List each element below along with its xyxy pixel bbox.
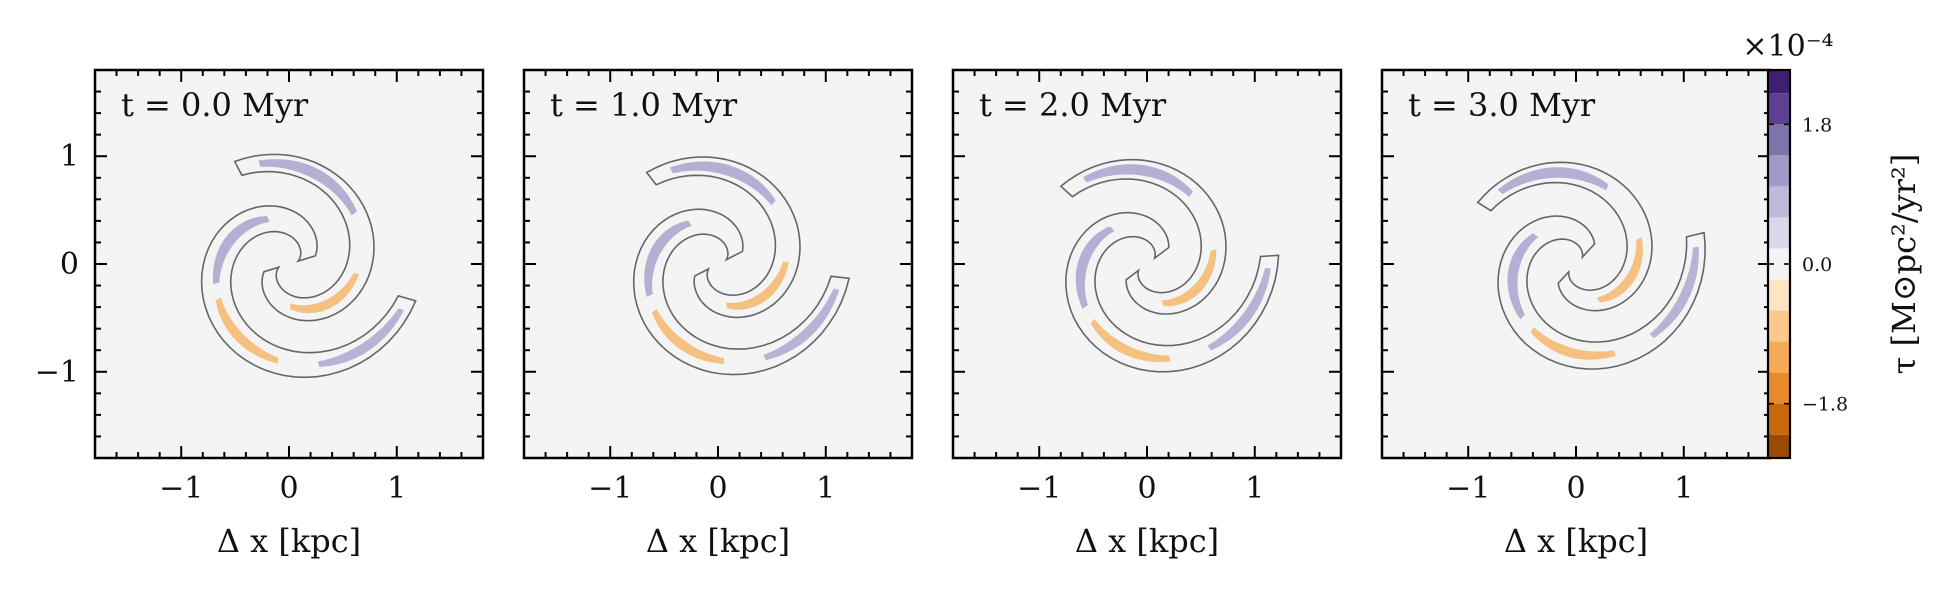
density-field [1059,158,1280,373]
colorbar-label: τ [M⊙pc²/yr²] [1885,154,1923,375]
colorbar-band [1768,186,1790,218]
panel-2: −1 0 1 Δ x [kpc] t = 2.0 Myr [951,68,1343,560]
colorbar-tick-label: 0.0 [1802,254,1832,276]
colorbar-tick-label: −1.8 [1802,394,1848,416]
x-tick-label: 0 [1137,471,1156,506]
colorbar-multiplier: ×10⁻⁴ [1742,29,1833,64]
positive-torque-region [1082,164,1193,197]
positive-torque-region [763,288,840,361]
panel-time-label: t = 1.0 Myr [550,86,738,124]
negative-torque-region [652,308,725,364]
x-tick-label: 1 [1674,471,1693,506]
panel-time-label: t = 2.0 Myr [979,86,1167,124]
negative-torque-region [1596,237,1643,303]
panel-background [95,70,483,458]
negative-torque-region [215,297,279,364]
density-field [1476,161,1706,370]
y-tick-label: 0 [60,247,79,282]
positive-torque-region [1507,233,1539,320]
colorbar-tick-label: 1.8 [1802,114,1832,136]
x-tick-label: 1 [1245,471,1264,506]
negative-torque-region [1161,249,1217,307]
panel-background [524,70,912,458]
y-tick-label: −1 [35,355,79,390]
contour-inner-arm [233,153,375,322]
x-axis-label: Δ x [kpc] [1504,522,1648,560]
colorbar-band [1768,155,1790,187]
x-tick-label: 1 [816,471,835,506]
colorbar-band [1768,372,1790,404]
x-axis-label: Δ x [kpc] [646,522,790,560]
contour-inner-arm [1476,161,1653,312]
positive-torque-region [644,220,692,297]
contour-inner-arm [645,156,801,319]
panel-1: −1 0 1 Δ x [kpc] t = 1.0 Myr [522,68,914,560]
positive-torque-region [1207,268,1271,351]
negative-torque-region [290,273,360,314]
x-axis-label: Δ x [kpc] [1075,522,1219,560]
x-tick-label: 1 [387,471,406,506]
panel-3: −1 0 1 Δ x [kpc] t = 3.0 Myr [1380,68,1772,560]
negative-torque-region [726,261,789,310]
colorbar-band [1768,124,1790,156]
x-tick-label: −1 [159,471,203,506]
colorbar-band [1768,248,1790,280]
x-tick-label: −1 [1017,471,1061,506]
density-field [632,156,851,376]
panel-background [953,70,1341,458]
colorbar-band [1768,434,1790,458]
positive-torque-region [212,216,270,285]
panel-time-label: t = 3.0 Myr [1408,86,1596,124]
contour-outer-arm [1065,211,1280,373]
contour-outer-arm [632,208,851,376]
x-tick-label: 0 [708,471,727,506]
positive-torque-region [1649,246,1699,338]
x-tick-label: −1 [1446,471,1490,506]
panel-time-label: t = 0.0 Myr [121,86,309,124]
colorbar-band [1768,217,1790,249]
colorbar: 1.8 0.0 −1.8 ×10⁻⁴ τ [M⊙pc²/yr²] [1742,29,1923,460]
x-axis-label: Δ x [kpc] [217,522,361,560]
positive-torque-region [1075,226,1115,309]
contour-inner-arm [1059,158,1227,315]
colorbar-band [1768,403,1790,435]
x-tick-label: 0 [1566,471,1585,506]
contour-outer-arm [200,205,417,379]
negative-torque-region [1530,327,1616,360]
colorbar-band [1768,279,1790,311]
positive-torque-region [317,308,404,367]
colorbar-band [1768,310,1790,342]
contour-outer-arm [1497,215,1706,370]
panel-background [1382,70,1770,458]
negative-torque-region [1090,318,1171,362]
y-tick-label: 1 [60,139,79,174]
colorbar-band [1768,341,1790,373]
panel-0: −1 0 1 −1 0 1 Δ x [kpc] t = 0.0 Myr [35,68,485,560]
x-tick-label: 0 [279,471,298,506]
positive-torque-region [258,159,357,216]
colorbar-band [1768,93,1790,125]
panels: −1 0 1 −1 0 1 Δ x [kpc] t = 0.0 Myr −1 0 1 Δ x [kpc… [35,68,1772,560]
positive-torque-region [669,161,776,206]
positive-torque-region [1497,167,1609,195]
colorbar-band [1768,70,1790,94]
x-tick-label: −1 [588,471,632,506]
density-field [200,153,417,379]
